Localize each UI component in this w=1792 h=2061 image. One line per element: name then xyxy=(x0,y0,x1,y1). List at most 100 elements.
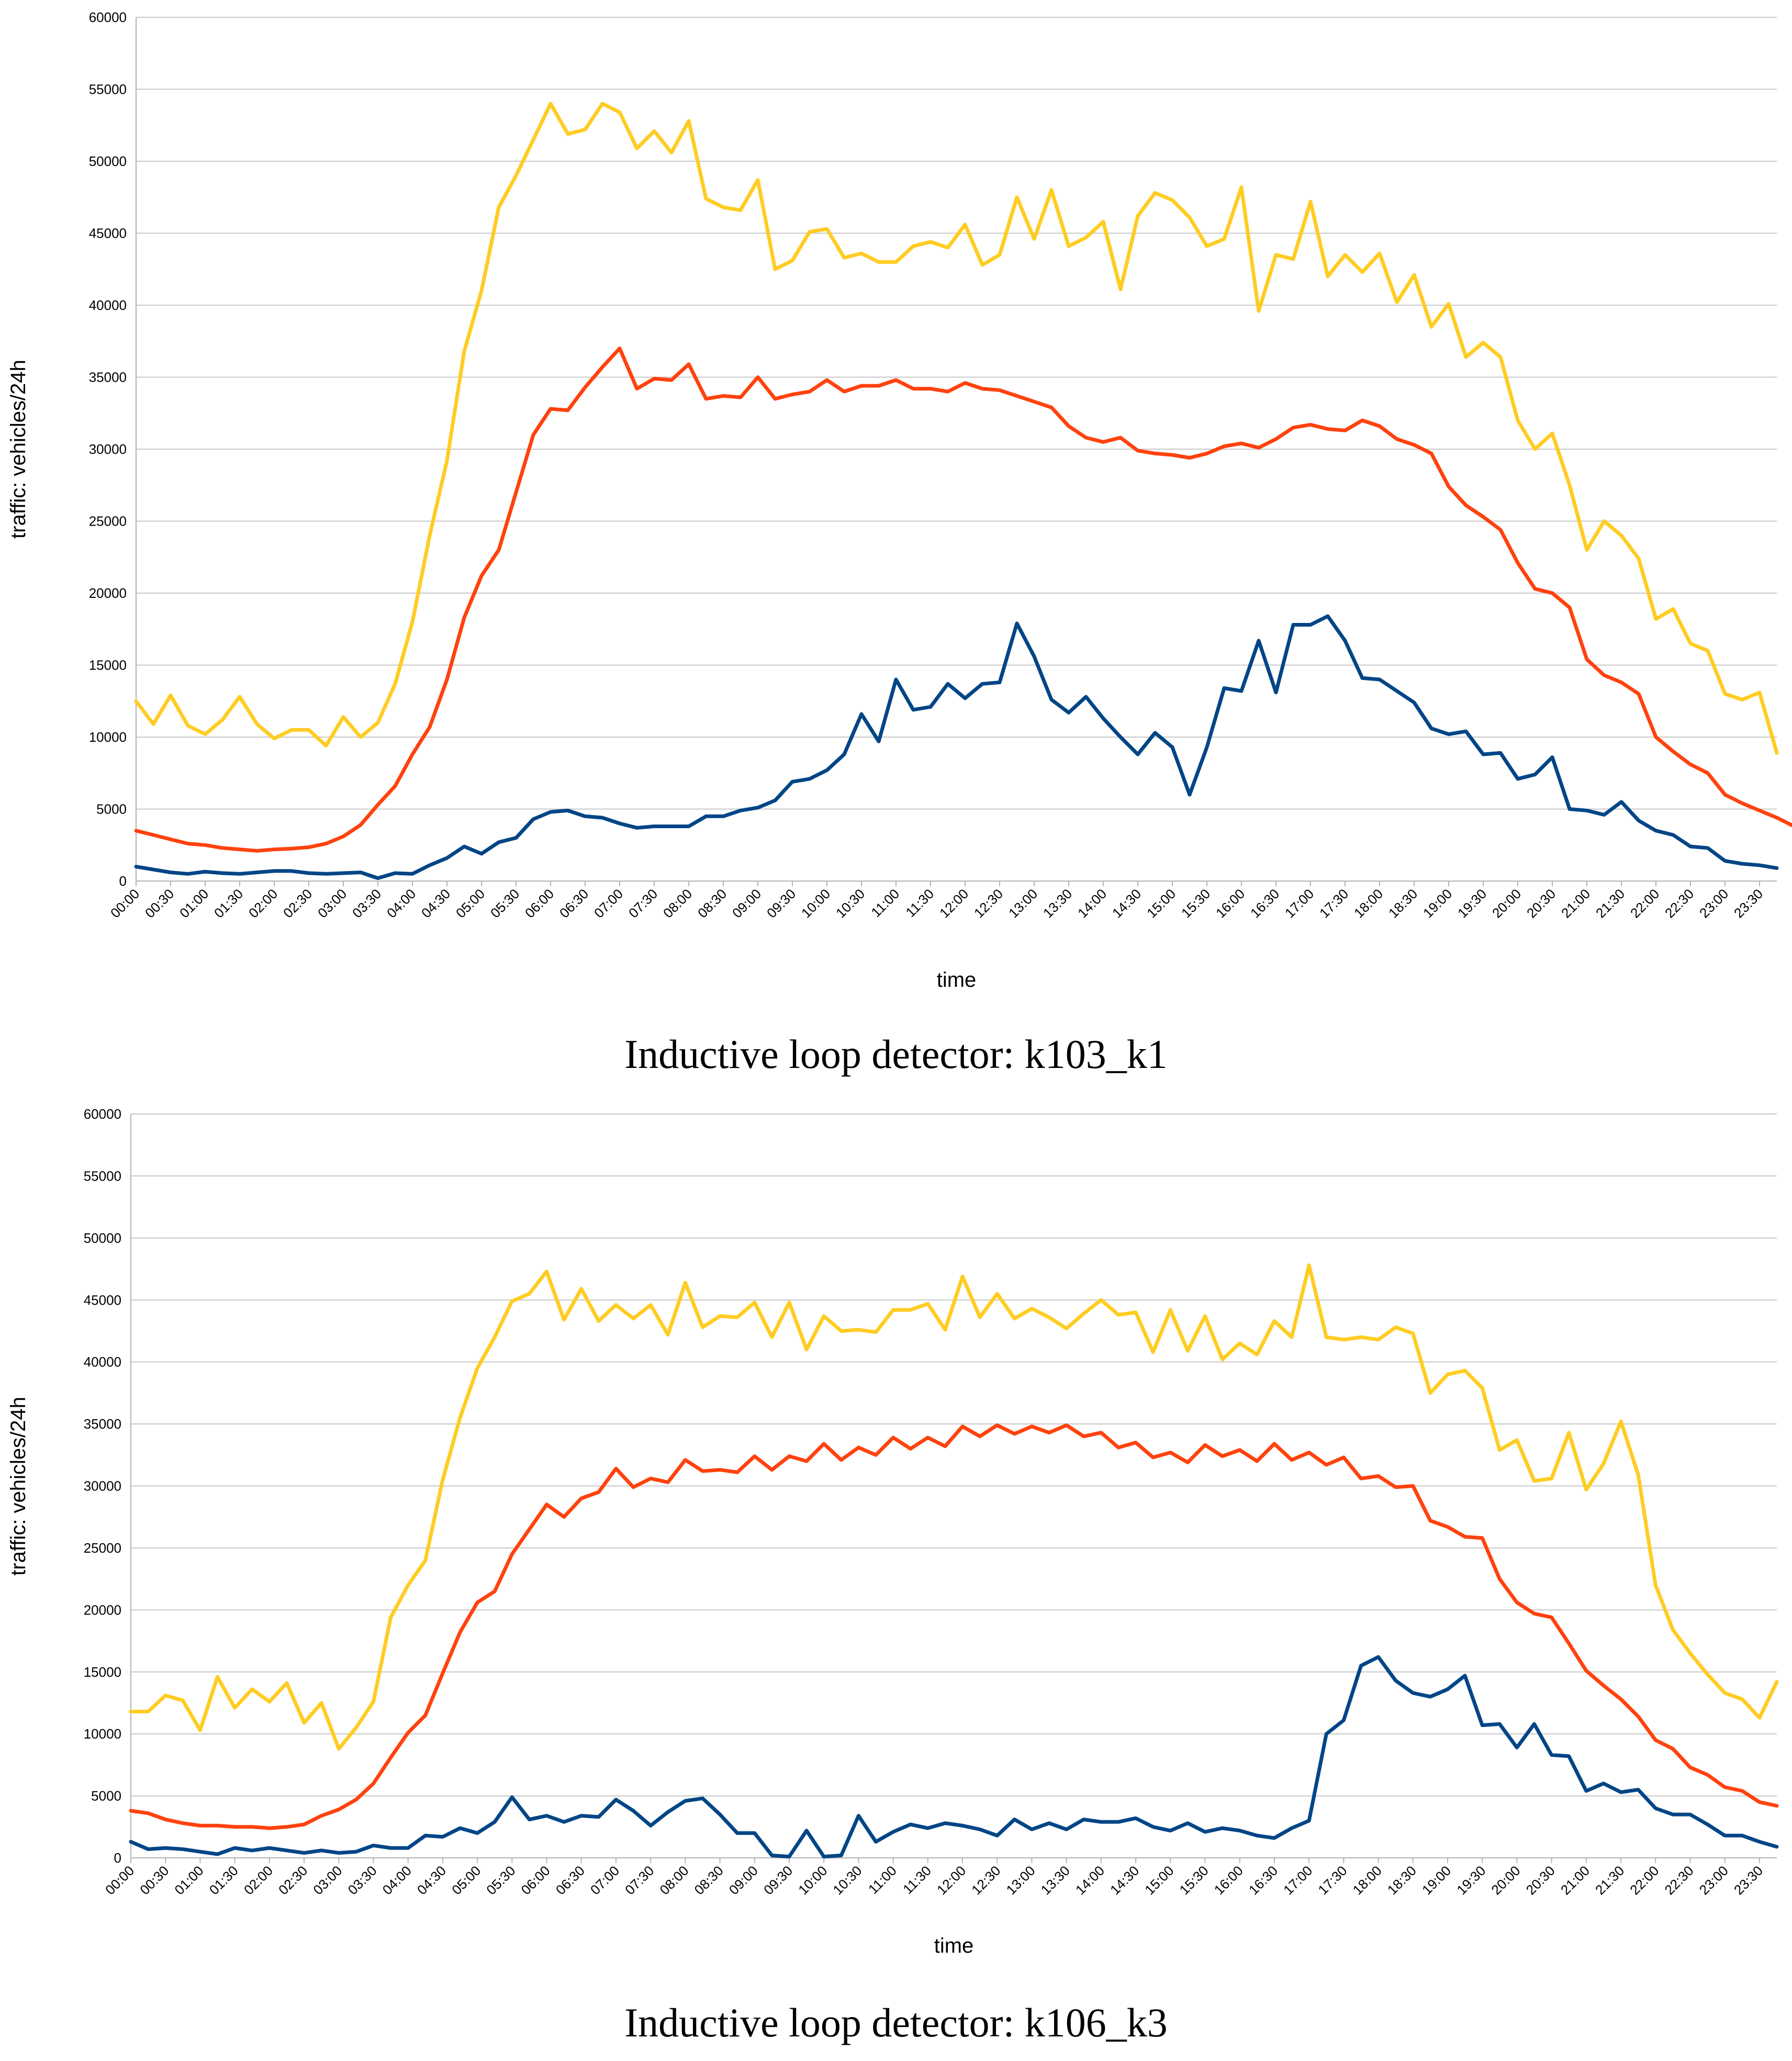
y-tick-label: 30000 xyxy=(84,1478,121,1494)
x-tick-label: 07:30 xyxy=(625,886,660,921)
x-tick-label: 11:00 xyxy=(865,1863,900,1897)
x-tick-label: 22:00 xyxy=(1627,886,1662,921)
x-tick-label: 20:00 xyxy=(1488,1863,1523,1898)
x-tick-label: 00:30 xyxy=(137,1863,172,1898)
x-tick-label: 21:00 xyxy=(1558,1863,1593,1898)
x-tick-label: 07:00 xyxy=(591,886,626,921)
x-tick-label: 03:30 xyxy=(344,1863,379,1898)
y-tick-label: 55000 xyxy=(84,1168,121,1184)
x-tick-label: 20:30 xyxy=(1524,886,1559,921)
y-axis: 0 5000 10000 15000 20000 25000 30000 35000 40000… xyxy=(89,9,127,889)
x-tick-label: 01:30 xyxy=(211,886,246,921)
y-tick-label: 25000 xyxy=(84,1540,121,1556)
chart-panel-k103: 0 5000 10000 15000 20000 25000 30000 35000 40000… xyxy=(7,9,1792,1077)
y-gridlines xyxy=(136,17,1777,882)
x-axis: 00:0000:3001:0001:3002:0002:3003:0003:30… xyxy=(107,881,1766,921)
x-tick-label: 04:30 xyxy=(418,886,453,921)
y-tick-label: 10000 xyxy=(89,729,127,745)
y-axis-title: traffic: vehicles/24h xyxy=(7,360,30,539)
x-tick-label: 14:30 xyxy=(1107,1863,1142,1898)
x-tick-label: 09:30 xyxy=(760,1863,796,1898)
x-tick-label: 15:30 xyxy=(1178,886,1213,921)
x-tick-label: 23:30 xyxy=(1731,1863,1766,1898)
x-tick-label: 10:30 xyxy=(833,886,868,921)
x-tick-label: 09:00 xyxy=(726,1863,761,1898)
x-tick-label: 21:00 xyxy=(1558,886,1593,921)
x-tick-label: 16:30 xyxy=(1246,1863,1281,1898)
x-tick-label: 19:30 xyxy=(1454,886,1489,921)
x-tick-label: 01:00 xyxy=(176,886,211,921)
y-tick-label: 25000 xyxy=(89,514,127,529)
series-line-orange xyxy=(129,1423,1779,1830)
x-tick-label: 19:00 xyxy=(1419,1863,1454,1898)
x-tick-label: 12:00 xyxy=(936,886,971,921)
x-tick-label: 11:30 xyxy=(900,1863,934,1897)
x-tick-label: 00:00 xyxy=(102,1863,137,1898)
y-tick-label: 15000 xyxy=(89,658,127,673)
x-tick-label: 06:30 xyxy=(556,886,591,921)
x-tick-label: 03:00 xyxy=(310,1863,345,1898)
series-lines xyxy=(129,1263,1779,1859)
x-tick-label: 11:00 xyxy=(868,886,902,920)
x-tick-label: 15:00 xyxy=(1141,1863,1177,1898)
y-tick-label: 5000 xyxy=(91,1788,121,1804)
y-tick-label: 20000 xyxy=(89,585,127,601)
y-gridlines xyxy=(131,1113,1777,1858)
x-tick-label: 20:00 xyxy=(1489,886,1524,921)
x-tick-label: 00:00 xyxy=(107,886,142,921)
x-tick-label: 00:30 xyxy=(142,886,177,921)
x-tick-label: 17:00 xyxy=(1280,1863,1315,1898)
x-tick-label: 21:30 xyxy=(1593,886,1628,921)
x-tick-label: 02:00 xyxy=(245,886,281,921)
x-tick-label: 10:00 xyxy=(795,1863,830,1898)
x-tick-label: 07:00 xyxy=(587,1863,622,1898)
x-tick-label: 02:30 xyxy=(280,886,315,921)
y-tick-label: 60000 xyxy=(84,1106,121,1122)
x-tick-label: 22:30 xyxy=(1662,886,1697,921)
x-tick-label: 12:30 xyxy=(968,1863,1003,1898)
x-tick-label: 13:30 xyxy=(1040,886,1075,921)
x-tick-label: 10:30 xyxy=(830,1863,865,1898)
x-tick-label: 12:00 xyxy=(934,1863,969,1898)
y-tick-label: 40000 xyxy=(84,1354,121,1370)
x-tick-label: 15:00 xyxy=(1144,886,1179,921)
y-tick-label: 15000 xyxy=(84,1664,121,1680)
x-tick-label: 22:00 xyxy=(1627,1863,1662,1898)
x-tick-label: 23:00 xyxy=(1696,1863,1731,1898)
x-tick-label: 14:00 xyxy=(1072,1863,1107,1898)
line-chart-k103: 0 5000 10000 15000 20000 25000 30000 35000 40000… xyxy=(7,9,1792,1077)
series-line-yellow xyxy=(134,102,1779,755)
y-tick-label: 35000 xyxy=(84,1416,121,1432)
x-tick-label: 16:30 xyxy=(1247,886,1282,921)
x-tick-label: 19:00 xyxy=(1420,886,1455,921)
y-tick-label: 50000 xyxy=(89,153,127,169)
x-tick-label: 14:00 xyxy=(1074,886,1110,921)
x-tick-label: 09:30 xyxy=(764,886,799,921)
series-line-yellow xyxy=(129,1263,1779,1751)
x-tick-label: 13:30 xyxy=(1038,1863,1073,1898)
x-tick-label: 23:00 xyxy=(1696,886,1731,921)
y-tick-label: 50000 xyxy=(84,1230,121,1246)
x-tick-label: 08:30 xyxy=(691,1863,726,1898)
x-axis-title: time xyxy=(934,1934,974,1957)
x-tick-label: 05:30 xyxy=(483,1863,518,1898)
x-tick-label: 13:00 xyxy=(1003,1863,1038,1898)
y-tick-label: 0 xyxy=(114,1850,121,1866)
chart-caption: Inductive loop detector: k103_k1 xyxy=(624,1031,1168,1077)
x-tick-label: 17:30 xyxy=(1315,1863,1350,1898)
x-tick-label: 01:30 xyxy=(206,1863,241,1898)
y-tick-label: 45000 xyxy=(84,1292,121,1308)
y-tick-label: 10000 xyxy=(84,1726,121,1742)
x-tick-label: 18:00 xyxy=(1350,1863,1385,1898)
x-tick-label: 02:00 xyxy=(241,1863,276,1898)
x-tick-label: 04:30 xyxy=(414,1863,449,1898)
x-tick-label: 23:30 xyxy=(1731,886,1766,921)
y-tick-label: 5000 xyxy=(96,801,127,817)
x-tick-label: 18:30 xyxy=(1384,1863,1419,1898)
x-tick-label: 02:30 xyxy=(275,1863,310,1898)
x-tick-label: 06:00 xyxy=(522,886,557,921)
x-tick-label: 03:30 xyxy=(349,886,384,921)
x-tick-label: 16:00 xyxy=(1211,1863,1246,1898)
series-line-blue xyxy=(134,614,1779,880)
chart-panel-k106: 0 5000 10000 15000 20000 25000 30000 35000 40000… xyxy=(0,1099,1792,2061)
